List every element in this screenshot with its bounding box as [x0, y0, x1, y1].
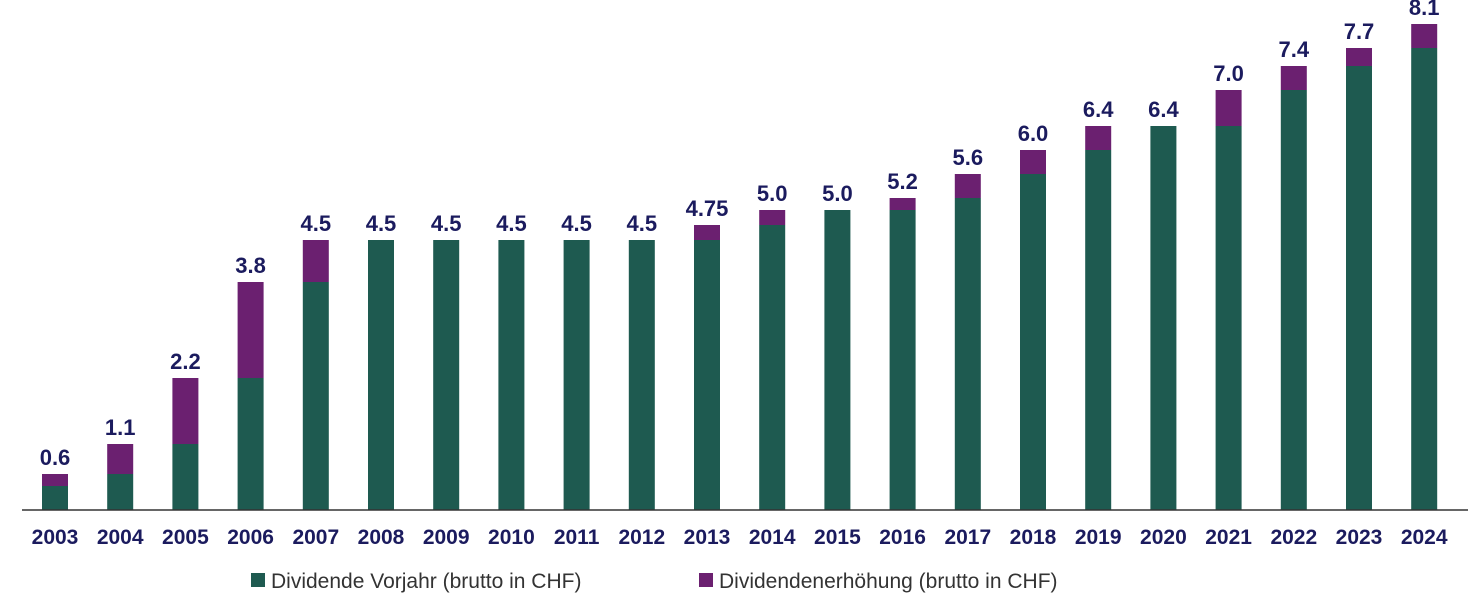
- x-tick-label-2012: 2012: [618, 526, 665, 549]
- x-tick-label-2004: 2004: [97, 526, 144, 549]
- bar-erhoehung-2006: [237, 282, 264, 378]
- data-label-2003: 0.6: [40, 445, 71, 470]
- x-tick-label-2005: 2005: [162, 526, 209, 549]
- x-tick-label-2009: 2009: [423, 526, 470, 549]
- data-label-2006: 3.8: [235, 253, 266, 278]
- bar-erhoehung-2019: [1085, 126, 1112, 150]
- x-tick-label-2010: 2010: [488, 526, 535, 549]
- bar-vorjahr-2004: [107, 474, 134, 510]
- data-label-2023: 7.7: [1344, 19, 1375, 44]
- x-tick-label-2019: 2019: [1075, 526, 1122, 549]
- bar-vorjahr-2009: [433, 240, 460, 510]
- bar-vorjahr-2021: [1215, 126, 1242, 510]
- bar-vorjahr-2018: [1020, 174, 1046, 510]
- bar-erhoehung-2005: [172, 378, 199, 444]
- bar-erhoehung-2016: [889, 198, 916, 210]
- bar-vorjahr-2003: [42, 486, 68, 510]
- x-tick-label-2007: 2007: [292, 526, 339, 549]
- bar-erhoehung-2017: [954, 174, 981, 198]
- bar-erhoehung-2024: [1411, 24, 1438, 48]
- bar-vorjahr-2023: [1346, 66, 1372, 510]
- bar-vorjahr-2012: [628, 240, 655, 510]
- bar-erhoehung-2023: [1346, 48, 1372, 66]
- x-tick-label-2015: 2015: [814, 526, 861, 549]
- bar-erhoehung-2013: [694, 225, 720, 240]
- data-label-2019: 6.4: [1083, 97, 1114, 122]
- bar-erhoehung-2022: [1280, 66, 1307, 90]
- bars-group: [42, 24, 1438, 510]
- bar-vorjahr-2020: [1150, 126, 1177, 510]
- x-tick-label-2017: 2017: [944, 526, 991, 549]
- bar-vorjahr-2007: [302, 282, 329, 510]
- data-label-2020: 6.4: [1148, 97, 1179, 122]
- data-label-2015: 5.0: [822, 181, 853, 206]
- x-tick-label-2014: 2014: [749, 526, 796, 549]
- bar-vorjahr-2024: [1411, 48, 1438, 510]
- bar-vorjahr-2019: [1085, 150, 1112, 510]
- data-label-2011: 4.5: [561, 211, 592, 236]
- x-tick-label-2006: 2006: [227, 526, 274, 549]
- data-label-2012: 4.5: [627, 211, 658, 236]
- legend-label-vorjahr: Dividende Vorjahr (brutto in CHF): [271, 570, 581, 593]
- data-labels-group: 0.6 1.1 2.2 3.8 4.5 4.5 4.5 4.5 4.5 4.5 4.75 5.0 5.0…: [40, 0, 1440, 470]
- data-label-2009: 4.5: [431, 211, 462, 236]
- x-tick-label-2023: 2023: [1336, 526, 1383, 549]
- x-tick-label-2008: 2008: [358, 526, 405, 549]
- legend-label-erhoehung: Dividendenerhöhung (brutto in CHF): [719, 570, 1058, 593]
- bar-vorjahr-2010: [498, 240, 525, 510]
- data-label-2007: 4.5: [301, 211, 332, 236]
- bar-erhoehung-2018: [1020, 150, 1046, 174]
- bar-vorjahr-2008: [368, 240, 394, 510]
- x-tick-label-2021: 2021: [1205, 526, 1252, 549]
- data-label-2005: 2.2: [170, 349, 201, 374]
- bar-erhoehung-2021: [1215, 90, 1242, 126]
- legend-swatch-erhoehung: [699, 573, 713, 587]
- bar-erhoehung-2007: [302, 240, 329, 282]
- x-tick-label-2013: 2013: [684, 526, 731, 549]
- bar-erhoehung-2004: [107, 444, 134, 474]
- bar-vorjahr-2022: [1280, 90, 1307, 510]
- x-tick-label-2018: 2018: [1010, 526, 1057, 549]
- data-label-2008: 4.5: [366, 211, 397, 236]
- bar-vorjahr-2005: [172, 444, 199, 510]
- bar-vorjahr-2015: [824, 210, 851, 510]
- bar-erhoehung-2014: [759, 210, 786, 225]
- data-label-2018: 6.0: [1018, 121, 1049, 146]
- x-tick-label-2020: 2020: [1140, 526, 1187, 549]
- bar-vorjahr-2016: [889, 210, 916, 510]
- x-tick-label-2011: 2011: [554, 526, 600, 549]
- bar-vorjahr-2014: [759, 225, 786, 510]
- x-tick-label-2024: 2024: [1401, 526, 1448, 549]
- data-label-2024: 8.1: [1409, 0, 1440, 20]
- bar-vorjahr-2013: [694, 240, 720, 510]
- data-label-2021: 7.0: [1213, 61, 1244, 86]
- bar-vorjahr-2017: [954, 198, 981, 510]
- x-tick-label-2022: 2022: [1270, 526, 1317, 549]
- data-label-2004: 1.1: [105, 415, 136, 440]
- data-label-2017: 5.6: [953, 145, 984, 170]
- legend-swatch-vorjahr: [251, 573, 265, 587]
- bar-vorjahr-2011: [563, 240, 590, 510]
- data-label-2013: 4.75: [686, 196, 729, 221]
- bar-vorjahr-2006: [237, 378, 264, 510]
- bar-erhoehung-2003: [42, 474, 68, 486]
- data-label-2022: 7.4: [1279, 37, 1310, 62]
- legend: Dividende Vorjahr (brutto in CHF) Divide…: [251, 570, 1058, 593]
- x-tick-labels-group: 2003 2004 2005 2006 2007 2008 2009 2010 2011 2012…: [32, 526, 1448, 549]
- data-label-2014: 5.0: [757, 181, 788, 206]
- x-tick-label-2003: 2003: [32, 526, 79, 549]
- data-label-2010: 4.5: [496, 211, 527, 236]
- data-label-2016: 5.2: [887, 169, 918, 194]
- x-tick-label-2016: 2016: [879, 526, 926, 549]
